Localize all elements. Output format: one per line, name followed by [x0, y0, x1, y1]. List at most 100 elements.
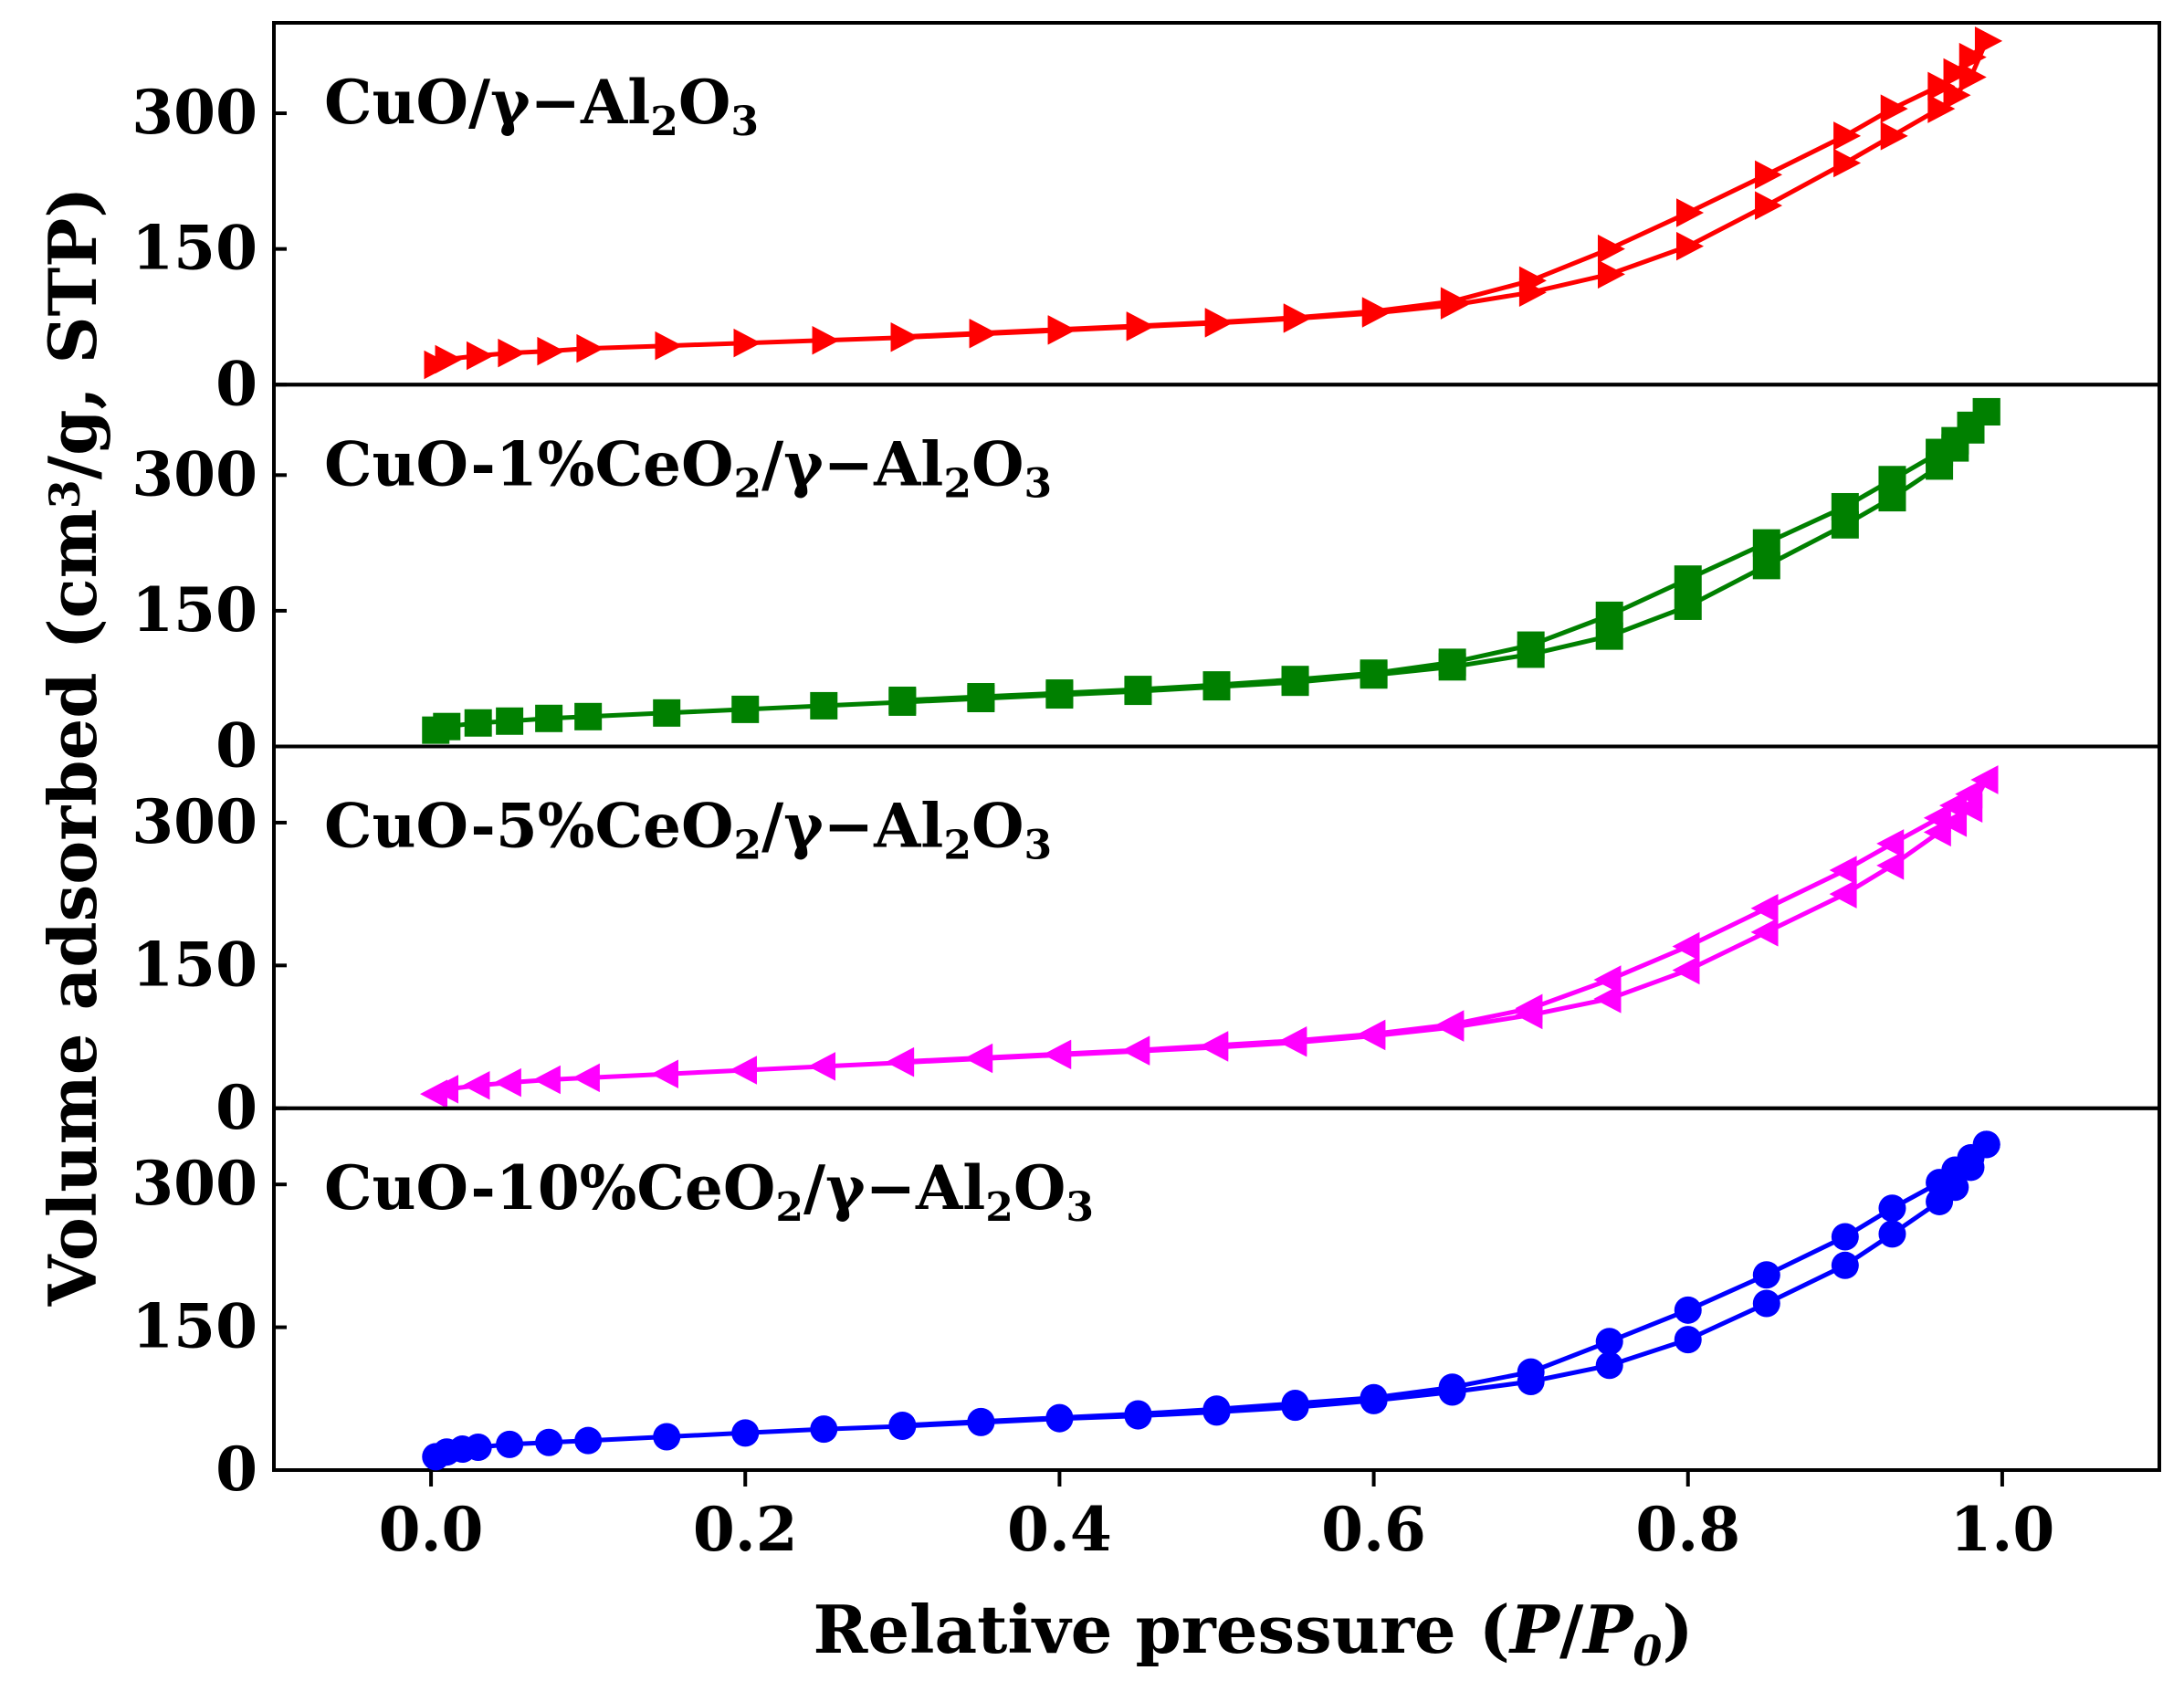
- panel-label-part: 2: [943, 460, 971, 507]
- desorption-point: [1878, 1194, 1906, 1223]
- x-tick-label: 0.2: [693, 1494, 798, 1565]
- panel-label-part: O: [678, 67, 731, 138]
- adsorption-point: [535, 1428, 563, 1456]
- adsorption-point: [1958, 62, 1987, 92]
- adsorption-line: [435, 1142, 1989, 1459]
- desorption-line: [902, 778, 1989, 1065]
- desorption-point: [1283, 303, 1311, 332]
- adsorption-point: [1752, 1289, 1780, 1318]
- adsorption-point: [498, 338, 526, 368]
- adsorption-point: [1755, 191, 1783, 220]
- y-tick-label: 0: [215, 710, 257, 782]
- y-axis-title-sup: 3: [40, 479, 89, 509]
- adsorption-point: [466, 341, 494, 371]
- desorption-point: [1281, 1390, 1309, 1418]
- y-axis-title-suffix: /g, STP): [34, 187, 111, 480]
- adsorption-point: [808, 1052, 836, 1081]
- adsorption-point: [1750, 918, 1779, 947]
- panel-label-part: CuO/γ−Al: [324, 67, 650, 138]
- desorption-point: [1202, 671, 1231, 699]
- desorption-point: [1943, 58, 1971, 88]
- desorption-point: [1438, 1373, 1466, 1402]
- adsorption-point: [537, 336, 565, 366]
- desorption-point: [1124, 676, 1152, 704]
- panel-label-part: 3: [1066, 1184, 1094, 1231]
- desorption-point: [1122, 1035, 1150, 1065]
- panel-label-part: 2: [650, 99, 678, 145]
- desorption-point: [1438, 648, 1466, 677]
- adsorption-point: [1674, 592, 1702, 620]
- x-axis-title-sub: 0: [1633, 1626, 1662, 1676]
- desorption-point: [1360, 659, 1388, 688]
- panel-label-part: 2: [775, 1184, 803, 1231]
- desorption-point: [1926, 438, 1954, 467]
- y-tick-label: 0: [215, 1072, 257, 1143]
- adsorption-point: [810, 1415, 838, 1444]
- panel-label-part: 3: [1024, 823, 1052, 869]
- x-tick-label: 0.8: [1635, 1494, 1740, 1565]
- desorption-point: [1923, 803, 1951, 833]
- adsorption-point: [1674, 1326, 1702, 1354]
- adsorption-point: [1831, 1251, 1859, 1279]
- adsorption-point: [812, 325, 840, 355]
- adsorption-point: [431, 1075, 459, 1104]
- desorption-point: [1672, 931, 1700, 961]
- desorption-point: [1597, 234, 1625, 264]
- adsorption-point: [464, 1433, 492, 1461]
- adsorption-point: [462, 1070, 490, 1100]
- panel-label-part: /γ−Al: [803, 1152, 985, 1224]
- desorption-point: [1204, 308, 1233, 337]
- adsorption-point: [1876, 851, 1905, 880]
- adsorption-point: [1880, 121, 1908, 151]
- adsorption-point: [1829, 879, 1857, 909]
- adsorption-point: [532, 1065, 561, 1095]
- desorption-point: [890, 321, 919, 352]
- panel-label-part: 2: [733, 823, 761, 869]
- desorption-point: [1517, 1358, 1545, 1386]
- y-tick-label: 300: [131, 77, 257, 148]
- adsorption-point: [730, 1056, 757, 1085]
- desorption-point: [1361, 297, 1390, 326]
- adsorption-point: [731, 1419, 760, 1447]
- desorption-point: [1436, 1010, 1465, 1039]
- adsorption-point: [653, 1423, 681, 1451]
- desorption-point: [1440, 287, 1468, 316]
- y-tick-label: 300: [131, 1148, 257, 1219]
- desorption-point: [1595, 601, 1623, 629]
- panel-label-part: 2: [985, 1184, 1013, 1231]
- x-axis-title: Relative pressure (P/P0): [813, 1591, 1693, 1676]
- y-axis-title: Volume adsorbed (cm3/g, STP): [34, 187, 111, 1308]
- x-axis-title-p0: P: [1581, 1591, 1634, 1668]
- x-tick-label: 0.0: [379, 1494, 484, 1565]
- adsorption-point: [1593, 984, 1622, 1014]
- adsorption-point: [496, 707, 524, 735]
- adsorption-point: [433, 712, 461, 741]
- desorption-point: [1939, 791, 1968, 820]
- adsorption-point: [1597, 259, 1625, 289]
- adsorption-point: [535, 704, 563, 732]
- x-axis-title-close: ): [1662, 1591, 1693, 1668]
- panel-label: CuO-10%CeO2/γ−Al2O3: [324, 1152, 1094, 1231]
- adsorption-point: [653, 699, 681, 727]
- desorption-point: [1124, 1400, 1152, 1428]
- desorption-point: [1970, 765, 1999, 794]
- panel-label-part: /γ−Al: [761, 428, 943, 499]
- adsorption-point: [731, 695, 760, 723]
- desorption-point: [1595, 1328, 1623, 1356]
- y-tick-label: 300: [131, 786, 257, 857]
- desorption-point: [1517, 631, 1545, 659]
- desorption-point: [1833, 121, 1862, 151]
- desorption-point: [1047, 315, 1076, 344]
- x-axis-title-text: Relative pressure (: [813, 1591, 1509, 1668]
- desorption-point: [967, 683, 995, 711]
- adsorption-point: [1595, 1351, 1623, 1380]
- desorption-point: [1880, 94, 1908, 123]
- desorption-point: [1279, 1025, 1307, 1056]
- panel-frame: [272, 1106, 2161, 1472]
- adsorption-point: [1833, 148, 1862, 178]
